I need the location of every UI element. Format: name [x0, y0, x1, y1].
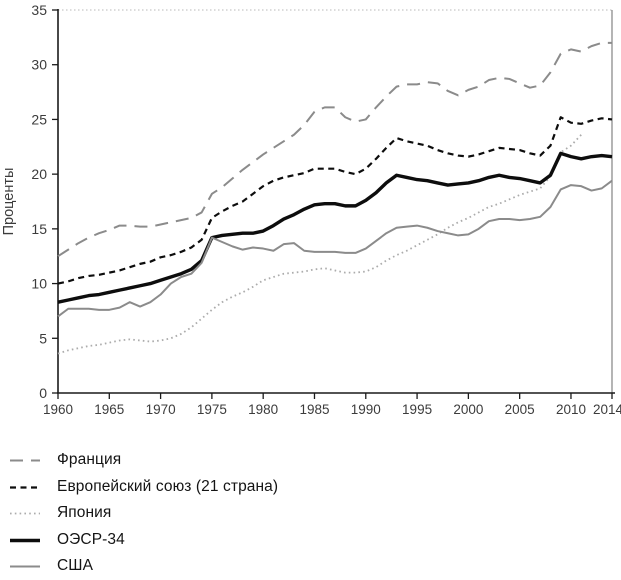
legend-label-eu: Европейский союз (21 страна)	[57, 477, 279, 495]
legend-item-oecd: ОЭСР-34	[8, 527, 608, 554]
legend-item-france: Франция	[8, 447, 608, 474]
legend-item-japan: Япония	[8, 500, 608, 527]
eu-line-swatch-icon	[10, 486, 40, 489]
svg-text:1990: 1990	[351, 402, 381, 417]
svg-text:1985: 1985	[299, 402, 329, 417]
legend-item-usa: США	[8, 553, 608, 580]
svg-text:2014: 2014	[593, 402, 621, 417]
svg-text:1995: 1995	[402, 402, 432, 417]
svg-text:10: 10	[31, 276, 47, 292]
svg-text:1970: 1970	[146, 402, 176, 417]
svg-text:5: 5	[39, 330, 47, 346]
svg-text:15: 15	[31, 221, 47, 237]
svg-text:1975: 1975	[197, 402, 227, 417]
japan-line-swatch-icon	[10, 512, 40, 515]
svg-text:2010: 2010	[556, 402, 586, 417]
oecd-line-swatch-icon	[10, 538, 40, 543]
svg-text:0: 0	[39, 385, 47, 401]
legend-label-oecd: ОЭСР-34	[57, 530, 125, 548]
svg-text:1960: 1960	[43, 402, 73, 417]
svg-text:1965: 1965	[94, 402, 124, 417]
svg-text:2000: 2000	[453, 402, 483, 417]
legend-label-japan: Япония	[57, 504, 112, 522]
svg-text:35: 35	[31, 2, 47, 18]
svg-text:2005: 2005	[505, 402, 535, 417]
svg-text:Проценты: Проценты	[1, 168, 17, 236]
legend-item-eu: Европейский союз (21 страна)	[8, 474, 608, 501]
svg-text:30: 30	[31, 57, 47, 73]
legend-label-france: Франция	[57, 451, 122, 469]
usa-line-swatch-icon	[10, 565, 40, 568]
svg-text:1980: 1980	[248, 402, 278, 417]
chart-area: 0 5 10 15 20 25 30 35 1960 1965 1970 1975 1980 1985 19…	[1, 2, 621, 417]
france-line-swatch-icon	[10, 459, 40, 462]
line-chart-svg: 0 5 10 15 20 25 30 35 1960 1965 1970 1975 1980 1985 19…	[1, 2, 621, 417]
svg-text:25: 25	[31, 111, 47, 127]
svg-text:20: 20	[31, 166, 47, 182]
legend-label-usa: США	[57, 557, 94, 575]
chart-legend: Франция Европейский союз (21 страна) Япо…	[8, 447, 608, 580]
